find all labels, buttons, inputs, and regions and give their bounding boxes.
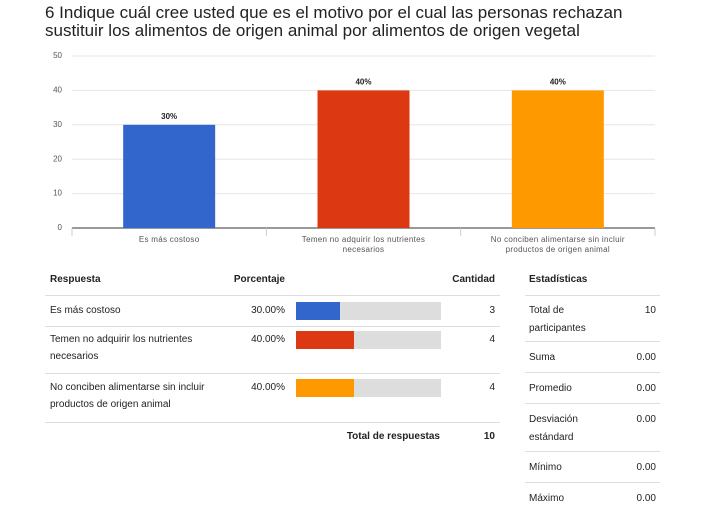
percent-bar	[296, 302, 340, 320]
x-tick-label: Es más costoso	[138, 235, 200, 244]
percent-bar	[296, 379, 354, 397]
response-text: No conciben alimentarse sin incluir prod…	[50, 382, 205, 410]
y-tick-label: 20	[53, 154, 62, 163]
y-tick-label: 30	[53, 120, 62, 129]
chart-title: 6 Indique cuál cree usted que es el moti…	[45, 3, 623, 40]
y-tick-label: 50	[53, 51, 62, 60]
total-label: Total de respuestas	[346, 431, 440, 442]
stat-value: 0.00	[636, 414, 656, 425]
bar	[317, 90, 410, 229]
value-label: 40%	[355, 78, 371, 87]
y-tick-label: 10	[53, 189, 62, 198]
percent-text: 40.00%	[251, 382, 285, 393]
row-divider	[45, 422, 500, 423]
count-text: 4	[489, 382, 495, 393]
count-text: 4	[489, 334, 495, 345]
row-divider	[525, 341, 660, 342]
row-divider	[45, 326, 500, 327]
stat-label: Mínimo	[529, 462, 562, 473]
row-divider	[525, 295, 660, 296]
row-divider	[45, 373, 500, 374]
percent-text: 30.00%	[251, 305, 285, 316]
bar	[511, 90, 604, 229]
stat-label: Total de participantes	[529, 305, 586, 334]
table-header: Cantidad	[452, 274, 495, 285]
value-label: 30%	[161, 112, 177, 121]
percent-text: 40.00%	[251, 334, 285, 345]
value-label: 40%	[550, 78, 566, 87]
stat-value: 0.00	[636, 383, 656, 394]
stat-value: 10	[644, 305, 656, 316]
percent-bar	[296, 331, 354, 349]
row-divider	[525, 451, 660, 452]
stat-label: Suma	[529, 352, 556, 363]
row-divider	[525, 403, 660, 404]
table-header: Porcentaje	[233, 274, 285, 285]
stat-value: 0.00	[636, 462, 656, 473]
y-tick-label: 40	[53, 86, 62, 95]
response-text: Temen no adquirir los nutrientes necesar…	[50, 334, 193, 362]
row-divider	[525, 482, 660, 483]
stats-header: Estadísticas	[529, 274, 588, 285]
stat-label: Máximo	[529, 493, 565, 504]
table-header: Respuesta	[50, 274, 101, 285]
stat-value: 0.00	[636, 352, 656, 363]
stat-label: Promedio	[529, 383, 572, 394]
response-text: Es más costoso	[50, 305, 121, 316]
total-value: 10	[483, 431, 495, 442]
row-divider	[525, 372, 660, 373]
bar	[123, 124, 216, 228]
x-tick-label: No conciben alimentarse sin incluir prod…	[490, 235, 625, 254]
count-text: 3	[489, 305, 495, 316]
stat-label: Desviación estándard	[529, 414, 578, 443]
x-tick-label: Temen no adquirir los nutrientes necesar…	[301, 235, 426, 254]
y-tick-label: 0	[58, 223, 63, 232]
stat-value: 0.00	[636, 493, 656, 504]
row-divider	[45, 295, 500, 296]
chart: 0 10 20 30 40 50 30% 40% 40%	[53, 51, 656, 236]
